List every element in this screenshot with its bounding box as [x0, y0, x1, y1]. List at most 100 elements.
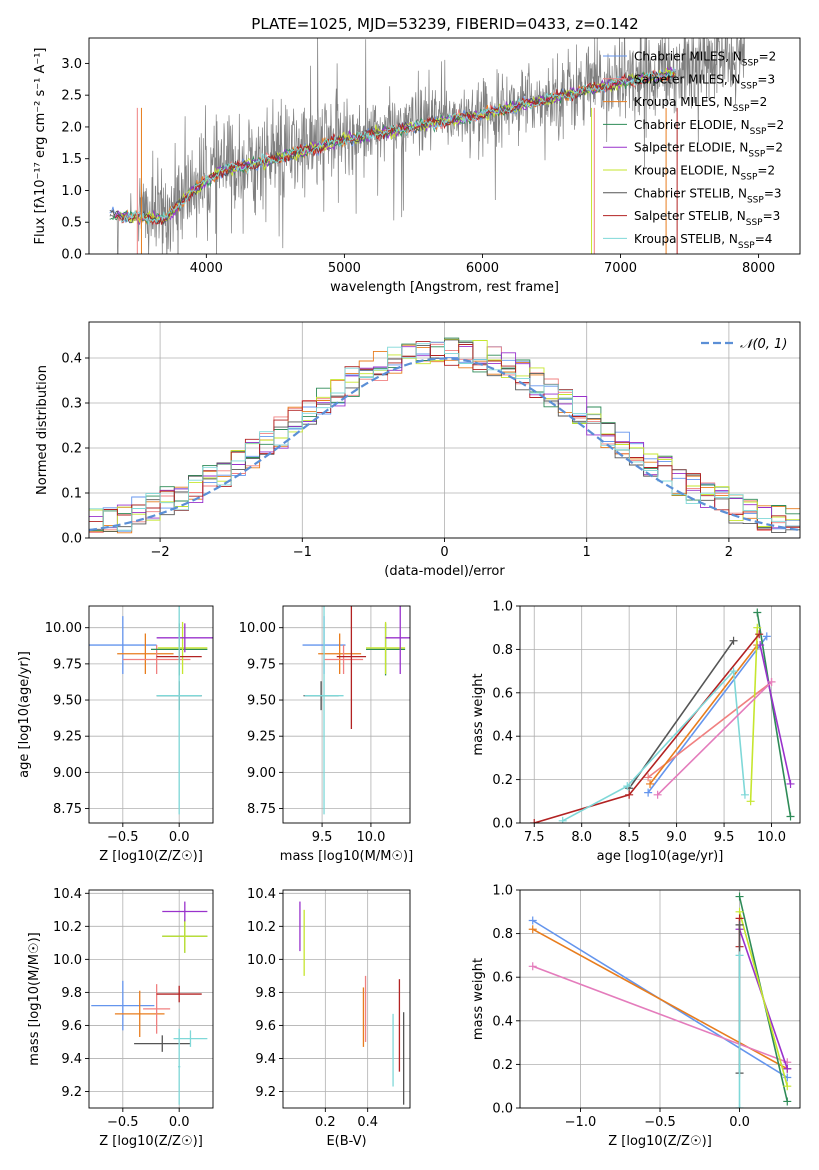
panel-age_vs_Z: −0.5 0.0 8.75 9.00 9.25 9.50 9.75 10.00 Z [log10… [17, 605, 214, 864]
y-tick-label: 10.0 [247, 953, 276, 968]
weight-marker-kmiles [528, 925, 537, 934]
y-tick-label: 1.0 [492, 600, 513, 615]
weight-line-kelodie [749, 627, 759, 802]
y-tick-label: 0.4 [492, 1014, 513, 1029]
y-tick-label: 0.2 [492, 1058, 513, 1073]
x-axis-label: Z [log10(Z/Z☉)] [608, 1134, 712, 1149]
y-tick-label: 0.4 [61, 352, 82, 367]
y-axis-label: age [log10(age/yr)] [17, 651, 32, 778]
x-tick-label: −0.5 [644, 1115, 676, 1130]
y-tick-label: 0.8 [492, 927, 513, 942]
y-tick-label: 10.00 [45, 621, 82, 636]
weight-line-kstelib [562, 669, 746, 822]
y-tick-label: 0.3 [61, 397, 82, 412]
spectrum-legend: Chabrier MILES, NSSP=2 Salpeter MILES, NS… [603, 50, 784, 251]
legend-label: Chabrier MILES, NSSP=2 [634, 50, 776, 69]
plot-area [299, 901, 405, 1105]
model-line-kstelib [120, 66, 676, 225]
y-tick-label: 10.2 [247, 920, 276, 935]
y-tick-label: 2.5 [61, 89, 82, 104]
y-tick-label: 1.0 [61, 184, 82, 199]
weight-marker-kmiles [646, 779, 655, 788]
weight-line-smiles [647, 681, 772, 779]
panel-residuals: −2 −1 0 1 2 0.0 0.1 0.2 0.3 0.4 (data-model)/error… [35, 321, 801, 579]
weight-marker-celodie [783, 1097, 792, 1106]
legend-label: Kroupa MILES, NSSP=2 [634, 95, 767, 114]
y-tick-label: 8.75 [247, 802, 276, 817]
y-axis-label: Normed distribution [35, 365, 50, 495]
weight-marker-kstelib [558, 816, 567, 823]
x-tick-label: 9.5 [312, 830, 333, 845]
y-tick-label: 0.8 [492, 643, 513, 658]
y-tick-label: 0.0 [61, 532, 82, 547]
y-tick-label: 1.0 [492, 884, 513, 899]
y-tick-label: 1.5 [61, 152, 82, 167]
weight-marker-kstelib [735, 1104, 744, 1108]
y-tick-label: 10.4 [53, 887, 82, 902]
x-tick-label: 7000 [604, 261, 637, 276]
x-tick-label: 9.0 [666, 830, 687, 845]
y-tick-label: 0.2 [61, 442, 82, 457]
y-tick-label: 0.4 [492, 730, 513, 745]
x-axis-label: mass [log10(M/M☉)] [280, 849, 413, 864]
x-tick-label: 0.0 [169, 830, 190, 845]
weight-marker-cmiles [762, 632, 771, 641]
y-axis-label: mass weight [471, 673, 486, 755]
weight-marker-celodie [735, 892, 744, 901]
y-tick-label: 9.50 [53, 694, 82, 709]
y-tick-label: 9.8 [61, 986, 82, 1001]
axes-frame [88, 889, 214, 1109]
y-tick-label: 0.6 [492, 971, 513, 986]
x-tick-label: 0.0 [729, 1115, 750, 1130]
weight-marker-cmiles [644, 788, 653, 797]
x-tick-label: −0.5 [107, 830, 139, 845]
y-tick-label: 9.75 [247, 657, 276, 672]
x-tick-label: 0.2 [315, 1115, 336, 1130]
panel-age_vs_mass: 9.5 10.0 8.75 9.00 9.25 9.50 9.75 10.00 mass [lo… [239, 605, 413, 864]
y-tick-label: 10.4 [247, 887, 276, 902]
y-tick-label: 0.0 [492, 817, 513, 832]
weight-line-pink [657, 681, 773, 796]
y-tick-label: 10.00 [239, 621, 276, 636]
plot-area [89, 337, 800, 534]
weight-marker-cmiles [528, 916, 537, 925]
y-tick-label: 9.2 [255, 1085, 276, 1100]
x-tick-label: 0 [440, 545, 448, 560]
x-tick-label: −1.0 [565, 1115, 597, 1130]
y-tick-label: 9.00 [247, 766, 276, 781]
panel-spectrum: 4000 5000 6000 7000 8000 0.0 0.5 1.0 1.5 2.0 2.5 3.… [33, 37, 801, 295]
x-axis-label: E(B-V) [326, 1134, 366, 1149]
weight-marker-sstelib [530, 819, 539, 823]
y-tick-label: 9.6 [255, 1019, 276, 1034]
y-tick-label: 3.0 [61, 57, 82, 72]
axes-frame [88, 37, 801, 255]
panel-mw_vs_age: 7.5 8.0 8.5 9.0 9.5 10.0 0.0 0.2 0.4 0.6 0.8 1.0 age… [471, 600, 801, 864]
x-tick-label: 9.5 [714, 830, 735, 845]
weight-marker-selodie [756, 641, 765, 650]
y-tick-label: 8.75 [53, 802, 82, 817]
panel-mass_vs_ebv: 0.2 0.4 9.2 9.4 9.6 9.8 10.0 10.2 10.4 E(B-V) [247, 887, 411, 1149]
axes-frame [282, 605, 411, 824]
legend-label: Chabrier STELIB, NSSP=3 [634, 186, 782, 205]
x-tick-label: 7.5 [524, 830, 545, 845]
weight-marker-selodie [786, 779, 795, 788]
y-tick-label: 9.50 [247, 694, 276, 709]
y-tick-label: 0.1 [61, 487, 82, 502]
panel-mw_vs_Z: −1.0 −0.5 0.0 0.0 0.2 0.4 0.6 0.8 1.0 Z [log10(Z/… [471, 884, 801, 1149]
legend-label: Salpeter MILES, NSSP=3 [634, 72, 775, 91]
weight-marker-sstelib [755, 630, 764, 639]
figure-title: PLATE=1025, MJD=53239, FIBERID=0433, z=0… [251, 15, 638, 33]
weight-marker-cstelib [735, 920, 744, 929]
weight-marker-celodie [753, 608, 762, 617]
x-tick-label: 8.5 [619, 830, 640, 845]
x-tick-label: −0.5 [107, 1115, 139, 1130]
x-axis-label: (data-model)/error [384, 564, 505, 579]
weight-marker-kstelib [735, 951, 744, 960]
weight-marker-celodie [786, 812, 795, 821]
weight-marker-sstelib [625, 790, 634, 799]
panel-mass_vs_Z: −0.5 0.0 9.2 9.4 9.6 9.8 10.0 10.2 10.4 Z [log10(… [27, 887, 214, 1149]
y-axis-label: Flux [fλ10⁻¹⁷ erg cm⁻² s⁻¹ A⁻¹] [33, 48, 48, 245]
weight-marker-cstelib [729, 636, 738, 645]
x-axis-label: wavelength [Angstrom, rest frame] [330, 280, 559, 295]
weight-marker-smiles [644, 773, 653, 782]
